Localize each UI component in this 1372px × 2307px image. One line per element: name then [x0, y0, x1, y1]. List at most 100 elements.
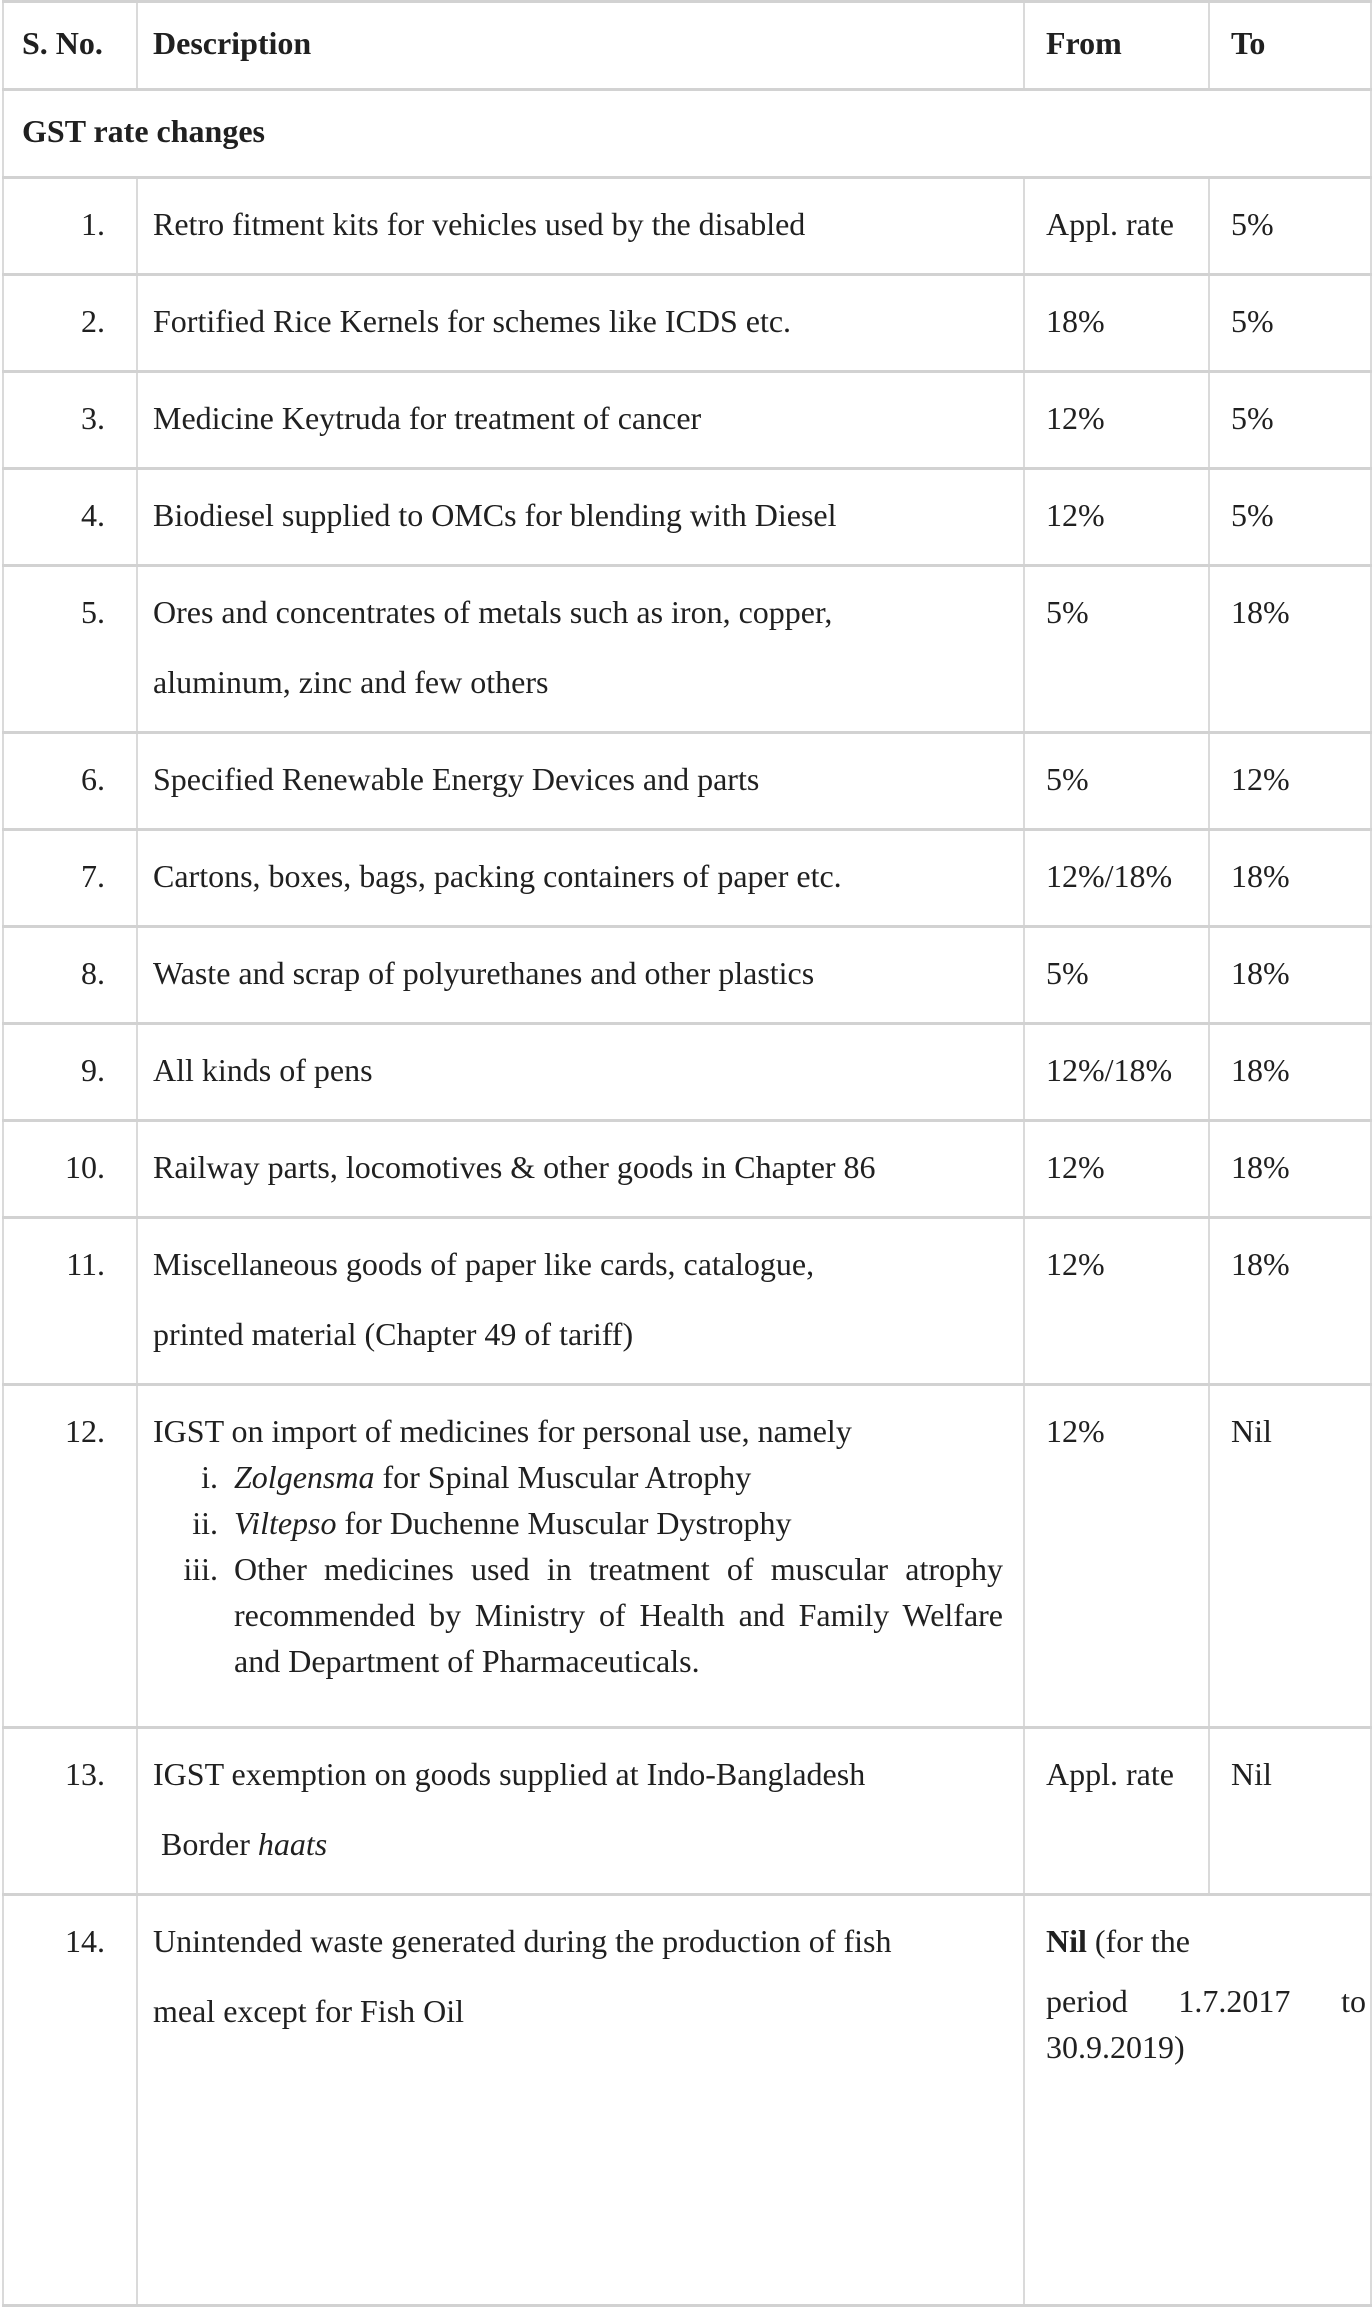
text-run: period 1.7.2017 to 30.9.2019)	[1046, 1983, 1366, 2065]
description-line: Unintended waste generated during the pr…	[153, 1918, 1003, 1964]
to-rate: 12%	[1231, 756, 1352, 802]
from-rate: 12%	[1046, 1408, 1190, 1454]
to-rate: 5%	[1231, 298, 1352, 344]
text-run: 12%	[1046, 497, 1105, 533]
serial-number: 7.	[19, 853, 105, 899]
to-rate: 18%	[1231, 950, 1352, 996]
text-run: 18%	[1231, 594, 1290, 630]
table-row: 6. Specified Renewable Energy Devices and…	[2, 731, 1372, 831]
description-cell: Cartons, boxes, bags, packing containers…	[136, 828, 1025, 928]
description-cell: All kinds of pens	[136, 1022, 1025, 1122]
section-title: GST rate changes	[2, 88, 1372, 179]
description-line: printed material (Chapter 49 of tariff)	[153, 1311, 1003, 1357]
serial-number: 14.	[19, 1918, 105, 1964]
serial-number: 4.	[19, 492, 105, 538]
text-run: 5.	[81, 594, 105, 630]
table-row: 8. Waste and scrap of polyurethanes and o…	[2, 925, 1372, 1025]
from-rate: Nil (for the	[1046, 1918, 1366, 1964]
description-line: Cartons, boxes, bags, packing containers…	[153, 853, 1003, 899]
description-cell: Retro fitment kits for vehicles used by …	[136, 176, 1025, 276]
serial-number: 1.	[19, 201, 105, 247]
from-rate: 12%/18%	[1046, 853, 1190, 899]
text-run: printed material (Chapter 49 of tariff)	[153, 1316, 634, 1352]
text-run: Medicine Keytruda for treatment of cance…	[153, 400, 702, 436]
to-rate-cell: Nil	[1208, 1383, 1372, 1729]
text-run: 1.	[81, 206, 105, 242]
text-run: Retro fitment kits for vehicles used by …	[153, 206, 806, 242]
text-run: Railway parts, locomotives & other goods…	[153, 1149, 876, 1185]
serial-number: 8.	[19, 950, 105, 996]
from-rate-cell: 5%	[1023, 925, 1210, 1025]
description-cell: Railway parts, locomotives & other goods…	[136, 1119, 1025, 1219]
text-run: aluminum, zinc and few others	[153, 664, 549, 700]
to-rate: Nil	[1231, 1751, 1352, 1797]
text-run: 18%	[1231, 1052, 1290, 1088]
column-header-sno: S. No.	[2, 0, 138, 91]
text-run: Miscellaneous goods of paper like cards,…	[153, 1246, 815, 1282]
text-run: 5%	[1231, 303, 1274, 339]
text-run: Nil	[1231, 1756, 1272, 1792]
from-rate: 18%	[1046, 298, 1190, 344]
text-run: (for the	[1086, 1923, 1190, 1959]
description-cell: Unintended waste generated during the pr…	[136, 1893, 1025, 2307]
text-run: 10.	[65, 1149, 105, 1185]
description-cell: Fortified Rice Kernels for schemes like …	[136, 273, 1025, 373]
description-cell: IGST exemption on goods supplied at Indo…	[136, 1726, 1025, 1896]
description-line: Biodiesel supplied to OMCs for blending …	[153, 492, 1003, 538]
text-run: 5%	[1231, 497, 1274, 533]
text-run: 12%/18%	[1046, 1052, 1173, 1088]
text-run: 18%	[1231, 858, 1290, 894]
text-run: haats	[257, 1826, 328, 1862]
description-line: aluminum, zinc and few others	[153, 659, 1003, 705]
text-run: Viltepso	[234, 1505, 337, 1541]
text-run: 14.	[65, 1923, 105, 1959]
text-run: Waste and scrap of polyurethanes and oth…	[153, 955, 815, 991]
to-rate-cell: 18%	[1208, 1119, 1372, 1219]
description-cell: Miscellaneous goods of paper like cards,…	[136, 1216, 1025, 1386]
to-rate-cell: 18%	[1208, 925, 1372, 1025]
description-cell: IGST on import of medicines for personal…	[136, 1383, 1025, 1729]
text-run: meal except for Fish Oil	[153, 1993, 465, 2029]
text-run: for Duchenne Muscular Dystrophy	[336, 1505, 792, 1541]
text-run: Ores and concentrates of metals such as …	[153, 594, 833, 630]
serial-number: 2.	[19, 298, 105, 344]
text-run: 12%	[1231, 761, 1290, 797]
serial-number-cell: 10.	[2, 1119, 138, 1219]
table-row: 9. All kinds of pens 12%/18% 18%	[2, 1022, 1372, 1122]
list-item-text: Viltepso for Duchenne Muscular Dystrophy	[234, 1500, 1003, 1546]
description-line: IGST exemption on goods supplied at Indo…	[153, 1751, 1003, 1797]
text-run: Biodiesel supplied to OMCs for blending …	[153, 497, 837, 533]
list-item: ii. Viltepso for Duchenne Muscular Dystro…	[153, 1500, 1003, 1546]
text-run: IGST on import of medicines for personal…	[153, 1413, 852, 1449]
text-run: 12.	[65, 1413, 105, 1449]
description-line: Railway parts, locomotives & other goods…	[153, 1144, 1003, 1190]
section-row: GST rate changes	[2, 88, 1372, 179]
text-run: 6.	[81, 761, 105, 797]
to-rate-cell: 5%	[1208, 467, 1372, 567]
serial-number: 5.	[19, 589, 105, 635]
description-cell: Biodiesel supplied to OMCs for blending …	[136, 467, 1025, 567]
to-rate-cell: 18%	[1208, 1022, 1372, 1122]
to-rate-cell: Nil	[1208, 1726, 1372, 1896]
serial-number-cell: 4.	[2, 467, 138, 567]
table-row: 5. Ores and concentrates of metals such a…	[2, 564, 1372, 734]
text-run: 12%/18%	[1046, 858, 1173, 894]
from-rate-cell: 12%/18%	[1023, 828, 1210, 928]
from-rate: 12%	[1046, 1241, 1190, 1287]
column-header-description: Description	[136, 0, 1025, 91]
column-header-from: From	[1023, 0, 1210, 91]
text-run: 13.	[65, 1756, 105, 1792]
list-item: iii. Other medicines used in treatment of…	[153, 1546, 1003, 1684]
from-rate-cell: 12%	[1023, 467, 1210, 567]
serial-number-cell: 1.	[2, 176, 138, 276]
description-line: Border haats	[153, 1821, 1003, 1867]
from-rate-cell: 12%	[1023, 1216, 1210, 1386]
list-item-marker: i.	[201, 1459, 218, 1495]
to-rate: Nil	[1231, 1408, 1352, 1454]
from-rate: 12%	[1046, 1144, 1190, 1190]
text-run: 7.	[81, 858, 105, 894]
text-run: 12%	[1046, 400, 1105, 436]
from-rate: Appl. rate	[1046, 201, 1190, 247]
text-run: Unintended waste generated during the pr…	[153, 1923, 892, 1959]
to-rate: 18%	[1231, 1144, 1352, 1190]
